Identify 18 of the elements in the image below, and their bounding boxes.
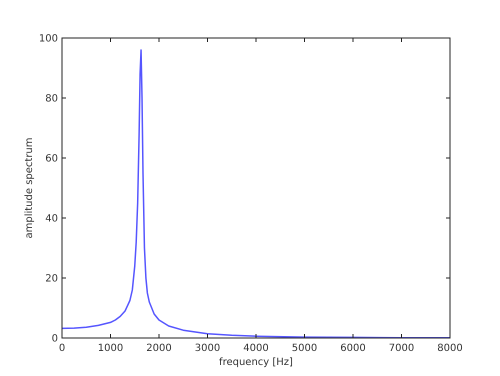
x-tick-label: 0 — [58, 343, 66, 354]
x-tick-label: 2000 — [146, 343, 172, 354]
y-tick-label: 40 — [45, 214, 58, 224]
x-tick-label: 6000 — [340, 343, 366, 354]
y-tick-label: 0 — [52, 334, 58, 344]
line-series — [61, 49, 451, 338]
y-tick-label: 20 — [45, 274, 58, 284]
y-tick-label: 80 — [45, 94, 58, 104]
x-tick-label: 5000 — [292, 343, 318, 354]
x-tick-label: 7000 — [388, 343, 414, 354]
x-tick-label: 8000 — [437, 343, 463, 354]
x-tick-label: 3000 — [194, 343, 220, 354]
x-tick-label: 4000 — [243, 343, 269, 354]
x-axis-title: frequency [Hz] — [219, 357, 294, 368]
x-tick-label: 1000 — [98, 343, 124, 354]
y-tick-label: 60 — [45, 154, 58, 164]
y-tick-label: 100 — [38, 34, 58, 44]
y-axis-title: amplitude spectrum — [24, 137, 35, 239]
